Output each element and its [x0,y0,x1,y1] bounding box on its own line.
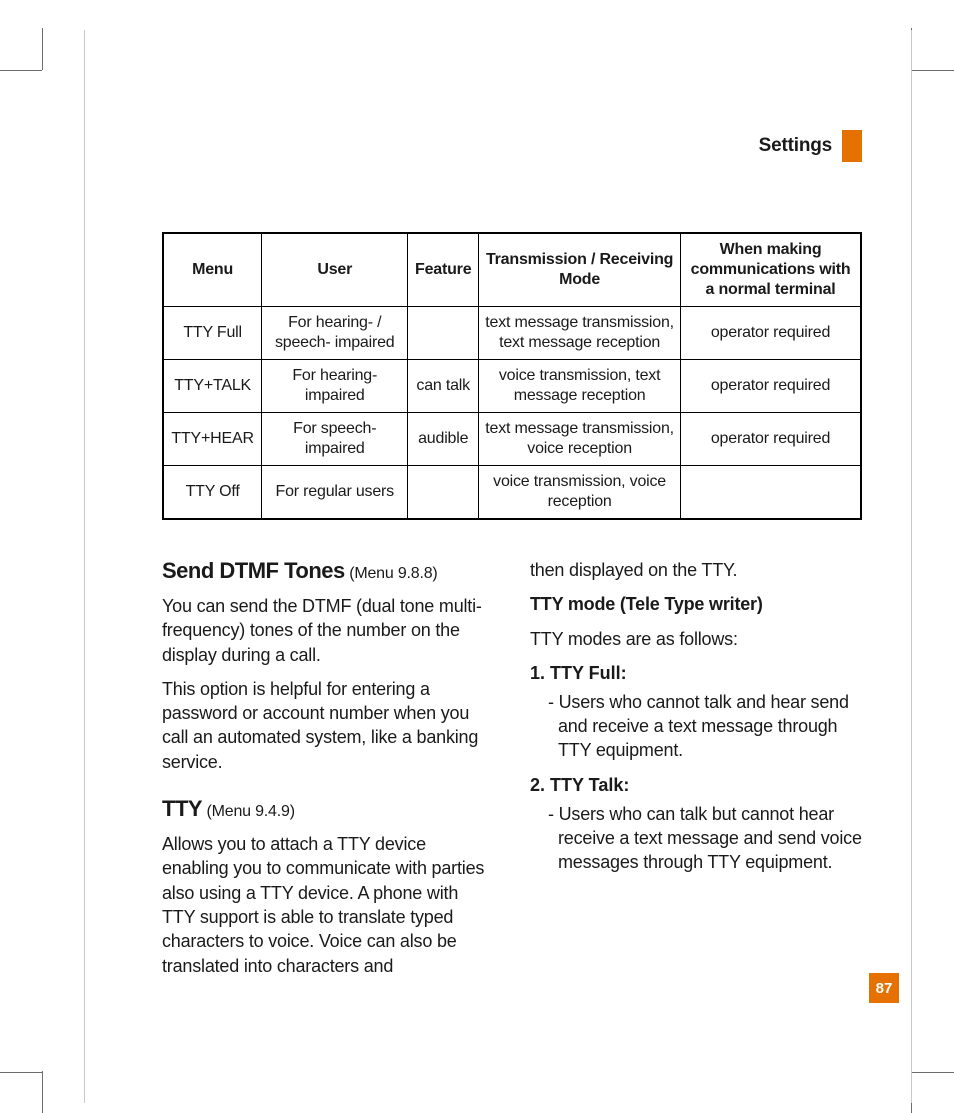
paragraph: then displayed on the TTY. [530,558,862,582]
table-row: TTY Full For hearing- / speech- impaired… [163,307,861,360]
right-column: then displayed on the TTY. TTY mode (Tel… [530,558,862,978]
left-column: Send DTMF Tones (Menu 9.8.8) You can sen… [162,558,494,978]
cell: text message transmission, text message … [479,307,681,360]
cell: TTY Off [163,466,262,520]
cell: TTY+HEAR [163,413,262,466]
cell [681,466,861,520]
menu-ref-dtmf: (Menu 9.8.8) [349,565,437,582]
cell [408,307,479,360]
cell: voice transmission, text message recepti… [479,360,681,413]
page-number-badge: 87 [869,973,899,1003]
cell [408,466,479,520]
crop-mark [42,1071,43,1113]
table-header-row: Menu User Feature Transmission / Receivi… [163,233,861,307]
crop-mark [0,1072,42,1073]
crop-mark [0,70,42,71]
cell: For hearing-impaired [262,360,408,413]
cell: For hearing- / speech- impaired [262,307,408,360]
col-feature: Feature [408,233,479,307]
cell: audible [408,413,479,466]
paragraph: Allows you to attach a TTY device enabli… [162,832,494,978]
paragraph: TTY modes are as follows: [530,627,862,651]
tty-modes-table: Menu User Feature Transmission / Receivi… [162,232,862,520]
crop-mark [42,28,43,70]
body-columns: Send DTMF Tones (Menu 9.8.8) You can sen… [162,558,862,978]
cell: text message transmission, voice recepti… [479,413,681,466]
cell: For regular users [262,466,408,520]
section-title: Settings [759,135,832,157]
table-row: TTY+TALK For hearing-impaired can talk v… [163,360,861,413]
list-item: - Users who cannot talk and hear send an… [530,690,862,763]
col-normal: When making communications with a normal… [681,233,861,307]
cell: operator required [681,413,861,466]
list-heading-tty-full: 1. TTY Full: [530,663,862,684]
cell: operator required [681,360,861,413]
cell: TTY Full [163,307,262,360]
col-mode: Transmission / Receiving Mode [479,233,681,307]
cell: For speech-impaired [262,413,408,466]
col-menu: Menu [163,233,262,307]
list-item: - Users who can talk but cannot hear rec… [530,802,862,875]
paragraph: This option is helpful for entering a pa… [162,677,494,774]
col-user: User [262,233,408,307]
menu-ref-tty: (Menu 9.4.9) [207,803,295,820]
tty-heading-line: TTY (Menu 9.4.9) [162,796,494,822]
table-row: TTY Off For regular users voice transmis… [163,466,861,520]
subheading-tty-mode: TTY mode (Tele Type writer) [530,592,862,616]
cell: TTY+TALK [163,360,262,413]
dtmf-heading-line: Send DTMF Tones (Menu 9.8.8) [162,558,494,584]
page-content: Settings Menu User Feature Transmission … [162,130,862,978]
cell: can talk [408,360,479,413]
heading-send-dtmf: Send DTMF Tones [162,558,345,583]
page-number: 87 [876,980,893,997]
heading-tty: TTY [162,796,202,821]
crop-mark [912,70,954,71]
manual-page: Settings Menu User Feature Transmission … [0,0,954,1113]
paragraph: You can send the DTMF (dual tone multi-f… [162,594,494,667]
table-row: TTY+HEAR For speech-impaired audible tex… [163,413,861,466]
cell: operator required [681,307,861,360]
crop-mark [912,1072,954,1073]
list-heading-tty-talk: 2. TTY Talk: [530,775,862,796]
running-header: Settings [162,130,862,162]
header-accent-block [842,130,862,162]
cell: voice transmission, voice reception [479,466,681,520]
